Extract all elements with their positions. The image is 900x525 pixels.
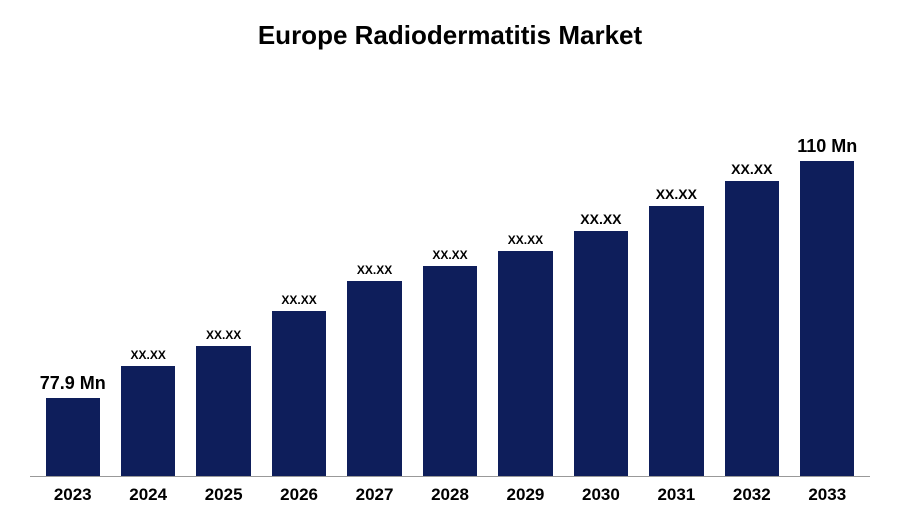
bar-group: 77.9 Mn (35, 61, 110, 476)
bar-group: XX.XX (488, 61, 563, 476)
bar (498, 251, 552, 476)
x-axis-tick: 2029 (488, 485, 563, 505)
bar-value-label: 110 Mn (797, 136, 857, 157)
x-axis-tick: 2032 (714, 485, 789, 505)
bar-value-label: XX.XX (281, 293, 316, 307)
bar-value-label: XX.XX (206, 328, 241, 342)
bar-value-label: XX.XX (580, 211, 621, 227)
x-axis-tick: 2028 (412, 485, 487, 505)
bar (649, 206, 703, 476)
bar (725, 181, 779, 476)
bar (423, 266, 477, 476)
bar (121, 366, 175, 476)
bar (800, 161, 854, 476)
bar-group: XX.XX (337, 61, 412, 476)
plot-area: 77.9 Mn XX.XX XX.XX XX.XX XX.XX XX.XX XX.XX XX.… (30, 61, 870, 477)
bar-group: XX.XX (563, 61, 638, 476)
bar-value-label: 77.9 Mn (40, 373, 106, 394)
x-axis: 2023202420252026202720282029203020312032… (30, 477, 870, 505)
bar-group: 110 Mn (790, 61, 865, 476)
x-axis-tick: 2027 (337, 485, 412, 505)
bar (46, 398, 100, 476)
bar-group: XX.XX (412, 61, 487, 476)
chart-container: Europe Radiodermatitis Market 77.9 Mn XX.… (0, 0, 900, 525)
bar-group: XX.XX (110, 61, 185, 476)
x-axis-tick: 2025 (186, 485, 261, 505)
bar-value-label: XX.XX (656, 186, 697, 202)
bar-group: XX.XX (186, 61, 261, 476)
bar (196, 346, 250, 476)
bar-value-label: XX.XX (131, 348, 166, 362)
x-axis-tick: 2024 (110, 485, 185, 505)
x-axis-tick: 2031 (639, 485, 714, 505)
bar-group: XX.XX (261, 61, 336, 476)
bar-value-label: XX.XX (731, 161, 772, 177)
x-axis-tick: 2026 (261, 485, 336, 505)
bar-value-label: XX.XX (432, 248, 467, 262)
x-axis-tick: 2023 (35, 485, 110, 505)
bar (347, 281, 401, 476)
bar-group: XX.XX (639, 61, 714, 476)
bar-group: XX.XX (714, 61, 789, 476)
bar-value-label: XX.XX (508, 233, 543, 247)
x-axis-tick: 2030 (563, 485, 638, 505)
bar (574, 231, 628, 476)
x-axis-tick: 2033 (790, 485, 865, 505)
bar-value-label: XX.XX (357, 263, 392, 277)
chart-title: Europe Radiodermatitis Market (30, 20, 870, 51)
bar (272, 311, 326, 476)
